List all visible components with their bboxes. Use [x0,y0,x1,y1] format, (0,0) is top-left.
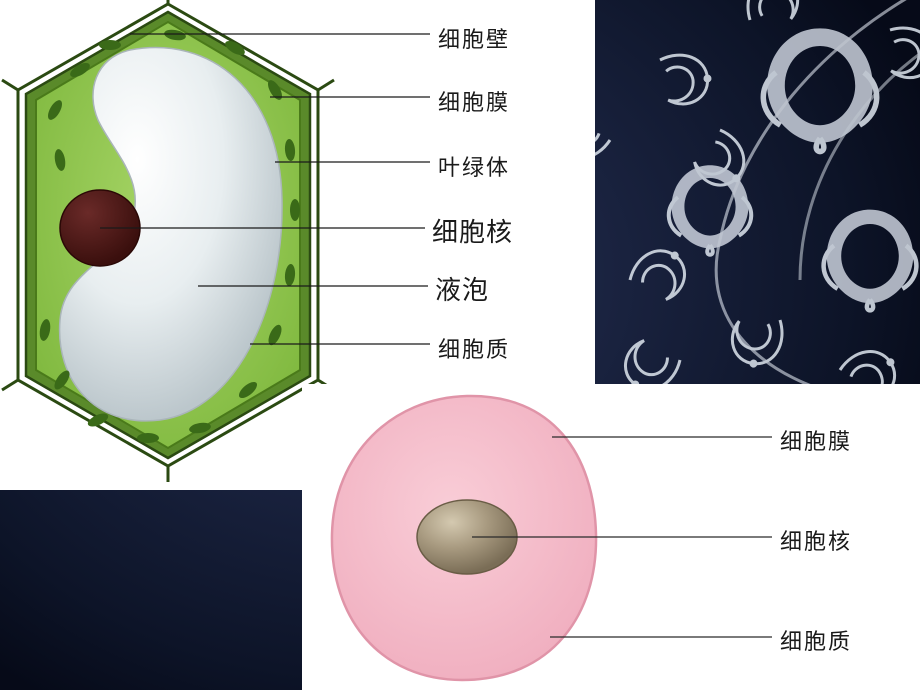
label-cytoplasm: 细胞质 [780,624,852,656]
label-nucleus: 细胞核 [780,524,852,556]
label-cytoplasm: 细胞质 [438,332,510,364]
label-chloroplast: 叶绿体 [438,150,510,182]
label-cell-wall: 细胞壁 [438,22,510,54]
label-cell-membrane: 细胞膜 [438,85,510,117]
animal-cell-panel: 细胞膜 细胞核 细胞质 [302,384,920,690]
label-nucleus: 细胞核 [432,212,513,249]
label-cell-membrane: 细胞膜 [780,424,852,456]
label-vacuole: 液泡 [435,270,489,307]
